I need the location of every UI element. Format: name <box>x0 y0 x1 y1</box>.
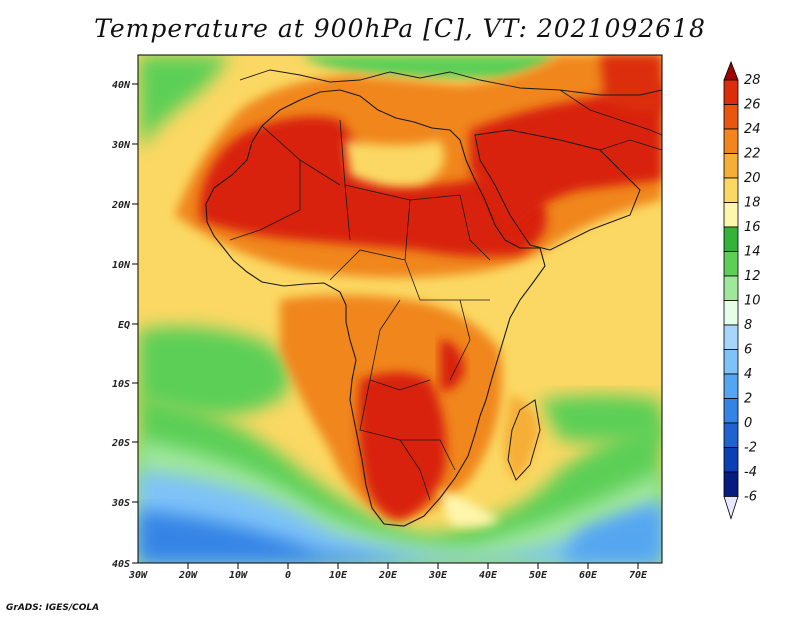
colorbar-label: 28 <box>744 73 761 88</box>
colorbar-label: 10 <box>744 294 761 309</box>
field-hot-arabia <box>470 80 662 230</box>
lon-label-10w: 10W <box>229 570 248 581</box>
colorbar-swatch <box>723 104 739 130</box>
colorbar-swatch <box>723 177 739 203</box>
colorbar-swatch <box>723 349 739 375</box>
temperature-field <box>138 55 662 563</box>
colorbar-label: 8 <box>744 318 752 333</box>
country-borders <box>229 119 491 501</box>
colorbar-swatch <box>723 398 739 424</box>
lat-label-20s: 20S <box>111 438 130 449</box>
lat-label-30s: 30S <box>111 498 130 509</box>
colorbar-swatch <box>723 251 739 277</box>
colorbar-swatch <box>723 447 739 473</box>
colorbar-label: 20 <box>744 171 761 186</box>
field-green-indian <box>540 395 662 443</box>
longitude-axis: 30W 20W 10W 0 10E 20E 30E 40E 50E 60E 70… <box>128 570 648 581</box>
field-hot-mozambique <box>440 340 465 391</box>
arabia-outline <box>474 129 641 251</box>
colorbar-label: 4 <box>744 367 752 382</box>
field-green-atlantic <box>138 326 290 416</box>
lon-label-40e: 40E <box>479 570 498 581</box>
iran-borders <box>559 89 662 151</box>
colorbar-swatch <box>723 275 739 301</box>
colorbar-label: 26 <box>744 98 761 113</box>
colorbar-label: 24 <box>744 122 761 137</box>
lon-label-30w: 30W <box>128 570 148 581</box>
field-mild-cape <box>440 490 500 527</box>
lon-label-10e: 10E <box>329 570 348 581</box>
lon-label-50e: 50E <box>529 570 548 581</box>
lat-label-10s: 10S <box>112 379 130 390</box>
field-hot-iran <box>600 55 662 112</box>
lon-label-20w: 20W <box>178 570 198 581</box>
field-mild-libya <box>345 140 445 187</box>
colorbar-label: 18 <box>744 196 761 211</box>
lat-label-eq: EQ <box>118 320 130 331</box>
colorbar-label: 0 <box>744 416 752 431</box>
latitude-axis: 40N 30N 20N 10N EQ 10S 20S 30S 40S <box>111 80 131 570</box>
colorbar-label: -4 <box>744 465 757 480</box>
lon-label-60e: 60E <box>579 570 598 581</box>
field-green-europe <box>300 55 560 79</box>
colorbar-label: 16 <box>744 220 761 235</box>
lat-label-30n: 30N <box>111 140 131 151</box>
madagascar-outline <box>507 399 541 481</box>
colorbar-swatch <box>723 324 739 350</box>
colorbar-label: -6 <box>744 490 757 505</box>
colorbar-bottom-arrow <box>723 496 739 520</box>
colorbar-label: 6 <box>744 343 752 358</box>
colorbar-label: 22 <box>744 147 761 162</box>
colorbar-swatch <box>723 471 739 497</box>
map-title: Temperature at 900hPa [C], VT: 202109261… <box>94 14 706 43</box>
lon-label-70e: 70E <box>629 570 648 581</box>
lat-label-20n: 20N <box>111 200 131 211</box>
field-hot-sahara <box>200 116 547 257</box>
colorbar-swatch <box>723 79 739 105</box>
colorbar-swatch <box>723 373 739 399</box>
plot-frame <box>137 54 663 564</box>
lat-label-40n: 40N <box>112 80 131 91</box>
colorbar-swatch <box>723 128 739 154</box>
africa-coastline <box>205 89 546 527</box>
lon-label-0: 0 <box>285 570 291 581</box>
colorbar-label: 14 <box>744 245 761 260</box>
europe-outline <box>239 69 662 96</box>
field-warm-madagascar <box>503 395 540 480</box>
credit-label: GrADS: IGES/COLA <box>6 603 100 613</box>
lat-label-40s: 40S <box>112 559 130 570</box>
colorbar-label: 2 <box>744 392 752 407</box>
field-colder-southeast <box>560 505 662 563</box>
lat-label-10n: 10N <box>112 260 131 271</box>
colorbar-swatch <box>723 153 739 179</box>
axis-ticks <box>132 83 639 569</box>
colorbar-label: -2 <box>744 441 757 456</box>
colorbar-swatch <box>723 226 739 252</box>
lon-label-30e: 30E <box>428 570 448 581</box>
field-green-northatlantic <box>138 55 230 150</box>
lon-label-20e: 20E <box>378 570 398 581</box>
colorbar-top-arrow <box>723 60 739 81</box>
colorbar-swatch <box>723 202 739 228</box>
colorbar-label: 12 <box>744 269 761 284</box>
colorbar-swatch <box>723 300 739 326</box>
colorbar-swatch <box>723 422 739 448</box>
field-colder-south <box>138 510 420 563</box>
